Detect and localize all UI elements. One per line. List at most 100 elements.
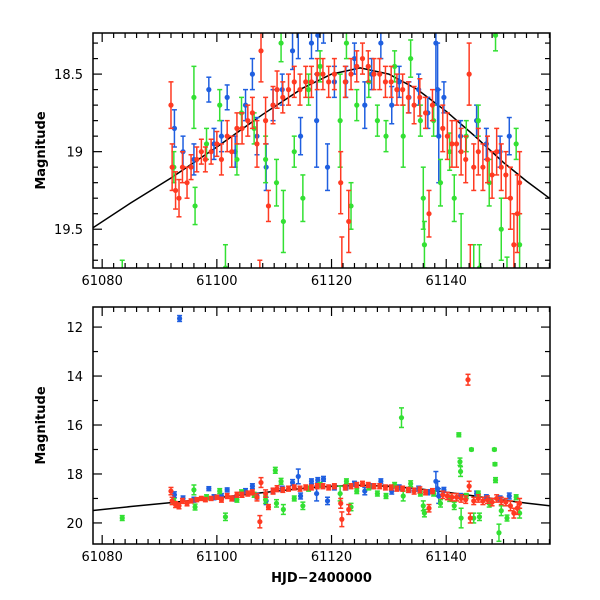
data-point-red (331, 57, 338, 91)
data-point-red (444, 112, 450, 161)
marker (326, 79, 332, 85)
data-point-green (317, 50, 323, 83)
y-tick-label: 14 (66, 370, 83, 385)
marker (359, 55, 366, 62)
marker (202, 156, 208, 163)
data-point-green (374, 104, 381, 137)
marker (217, 102, 223, 108)
marker (465, 377, 471, 383)
data-point-blue (506, 116, 512, 156)
data-point-green (496, 315, 501, 424)
top-panel: 61080 61100 61120 61140 18.5 19 19.5 Magnitude (34, 32, 551, 424)
data-point-red (475, 494, 481, 503)
marker (440, 492, 446, 498)
marker (168, 488, 174, 494)
data-point-red (458, 127, 464, 176)
marker (507, 195, 514, 201)
marker (257, 296, 262, 301)
data-point-red (489, 497, 495, 507)
marker (224, 94, 230, 100)
marker (229, 149, 235, 155)
data-point-green (457, 457, 463, 467)
data-point-red (503, 497, 509, 507)
marker (273, 180, 280, 186)
data-point-red (265, 189, 272, 223)
data-point-red (168, 486, 174, 496)
marker (475, 149, 481, 155)
data-point-red (411, 487, 417, 495)
marker (437, 180, 444, 186)
marker (224, 133, 230, 139)
marker (171, 125, 178, 131)
marker (218, 497, 225, 503)
data-point-red (229, 135, 235, 168)
data-point-red (458, 494, 464, 503)
x-axis-label: HJD−2400000 (271, 571, 372, 586)
marker (289, 48, 296, 54)
data-point-blue (295, 33, 301, 60)
plot-area (93, 33, 550, 424)
data-point-red (463, 495, 469, 505)
marker (198, 495, 204, 502)
marker (214, 494, 220, 500)
marker (365, 482, 371, 488)
data-point-blue (308, 478, 315, 485)
data-point-red (463, 135, 469, 184)
marker (449, 141, 455, 147)
marker (476, 514, 483, 520)
data-point-red (417, 486, 423, 494)
marker (444, 493, 450, 499)
marker (206, 486, 212, 492)
marker (351, 55, 358, 62)
data-point-green (354, 487, 360, 495)
data-point-red (245, 104, 251, 137)
y-tick-label: 16 (66, 419, 83, 434)
data-point-green (291, 495, 297, 502)
marker (400, 493, 406, 499)
marker (374, 490, 381, 497)
data-point-red (224, 119, 230, 153)
data-point-blue (506, 492, 512, 500)
marker (378, 40, 384, 46)
data-point-red (411, 85, 417, 125)
data-point-green (280, 189, 286, 254)
data-point-blue (249, 57, 256, 91)
marker (184, 180, 190, 186)
data-point-red (176, 502, 182, 510)
data-point-green (496, 523, 502, 543)
data-point-red (339, 236, 345, 268)
marker (278, 40, 284, 46)
marker (378, 478, 384, 484)
marker (214, 141, 220, 147)
data-point-red (517, 497, 523, 510)
data-point-red (202, 146, 208, 173)
data-point-red (365, 481, 371, 489)
data-point-red (198, 138, 204, 165)
data-point-green (192, 186, 198, 226)
marker (342, 79, 348, 85)
marker (354, 102, 360, 108)
marker (326, 484, 332, 491)
data-point-red (359, 42, 366, 75)
data-point-green (498, 197, 504, 261)
data-point-green (491, 446, 497, 453)
data-point-red (365, 50, 371, 83)
marker (426, 505, 432, 511)
marker (348, 71, 354, 77)
data-point-green (492, 476, 499, 484)
marker (285, 486, 292, 492)
marker (348, 483, 354, 489)
marker (504, 273, 509, 278)
marker (456, 432, 462, 438)
marker (314, 483, 320, 489)
data-point-red (249, 489, 256, 496)
marker (441, 94, 447, 100)
marker (291, 495, 297, 502)
data-point-green (451, 174, 457, 223)
data-point-red (308, 65, 315, 99)
data-point-blue (224, 487, 230, 493)
data-point-green (457, 465, 464, 478)
data-point-red (274, 70, 280, 109)
marker (314, 118, 320, 124)
marker (339, 516, 345, 522)
